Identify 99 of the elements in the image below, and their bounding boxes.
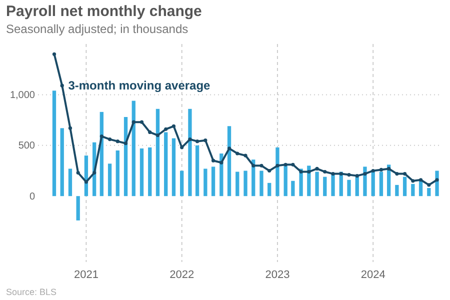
point	[276, 164, 280, 168]
point	[371, 168, 375, 173]
bar	[76, 196, 80, 220]
point	[299, 170, 303, 174]
point	[435, 178, 439, 182]
point	[268, 168, 272, 173]
bar	[52, 90, 56, 196]
bar	[284, 166, 288, 196]
bar	[244, 170, 248, 196]
bar	[124, 117, 128, 196]
bar	[347, 180, 351, 196]
point	[100, 134, 104, 138]
point	[68, 126, 72, 130]
point	[124, 142, 128, 146]
point	[60, 84, 64, 88]
chart-subtitle: Seasonally adjusted; in thousands	[6, 22, 188, 36]
point	[355, 174, 359, 178]
bar	[427, 188, 431, 196]
bar	[188, 108, 192, 196]
point	[387, 166, 391, 171]
point	[315, 166, 319, 171]
point	[108, 138, 112, 142]
point	[323, 170, 327, 174]
bar	[386, 164, 391, 196]
bar	[291, 180, 295, 196]
bar	[323, 176, 327, 196]
x-tick-label: 2022	[170, 268, 194, 281]
point	[339, 172, 343, 176]
point	[236, 152, 240, 156]
point	[211, 158, 216, 162]
bar	[315, 172, 319, 196]
bar	[331, 174, 335, 196]
x-tick-label: 2024	[360, 268, 386, 281]
point	[172, 124, 176, 128]
point	[84, 180, 88, 184]
point	[92, 170, 96, 175]
point	[180, 146, 184, 150]
point	[188, 138, 192, 142]
bar	[355, 176, 359, 196]
bar	[172, 138, 176, 196]
point	[116, 140, 120, 144]
point	[379, 168, 384, 172]
point	[164, 127, 168, 131]
bar	[211, 166, 216, 196]
point	[307, 170, 311, 174]
point	[195, 140, 200, 144]
point	[227, 146, 232, 150]
bar	[227, 126, 232, 196]
series-label: 3-month moving average	[68, 78, 211, 93]
bar	[60, 128, 64, 196]
point	[260, 164, 264, 168]
y-tick-label: 500	[18, 140, 36, 152]
bar	[156, 108, 160, 196]
x-tick-label: 2021	[74, 268, 98, 281]
bar	[132, 100, 136, 196]
bar	[260, 170, 264, 196]
point	[156, 133, 160, 138]
bar	[395, 184, 399, 196]
point	[140, 120, 144, 124]
y-tick-label: 0	[29, 191, 36, 202]
y-tick-label: 1,000	[10, 90, 36, 101]
point	[331, 172, 335, 176]
bar	[411, 184, 415, 196]
point	[244, 154, 248, 158]
point	[402, 172, 407, 176]
chart-title: Payroll net monthly change	[6, 3, 202, 20]
point	[220, 160, 224, 164]
point	[347, 173, 351, 177]
point	[284, 162, 288, 166]
point	[291, 162, 295, 166]
x-tick-label: 2023	[265, 268, 290, 281]
bar	[108, 164, 112, 196]
point	[132, 120, 136, 124]
point	[395, 172, 399, 176]
bar	[164, 132, 168, 196]
bar	[100, 112, 104, 196]
point	[76, 170, 80, 175]
point	[52, 52, 56, 56]
point	[148, 130, 152, 134]
point	[363, 172, 367, 176]
point	[411, 179, 415, 183]
bar	[195, 145, 200, 196]
point	[252, 164, 256, 168]
point	[427, 183, 431, 187]
bar	[148, 147, 152, 196]
bar	[140, 148, 144, 196]
point	[204, 138, 208, 142]
bar	[204, 168, 208, 196]
source-note: Source: BLS	[6, 287, 57, 297]
bar	[276, 147, 280, 196]
bar	[402, 176, 407, 196]
bar	[68, 168, 72, 196]
bar	[307, 166, 311, 196]
bar	[379, 172, 384, 196]
bar	[180, 170, 184, 196]
bar	[268, 182, 272, 196]
point	[418, 178, 423, 182]
bar	[236, 172, 240, 196]
bar	[116, 150, 120, 196]
